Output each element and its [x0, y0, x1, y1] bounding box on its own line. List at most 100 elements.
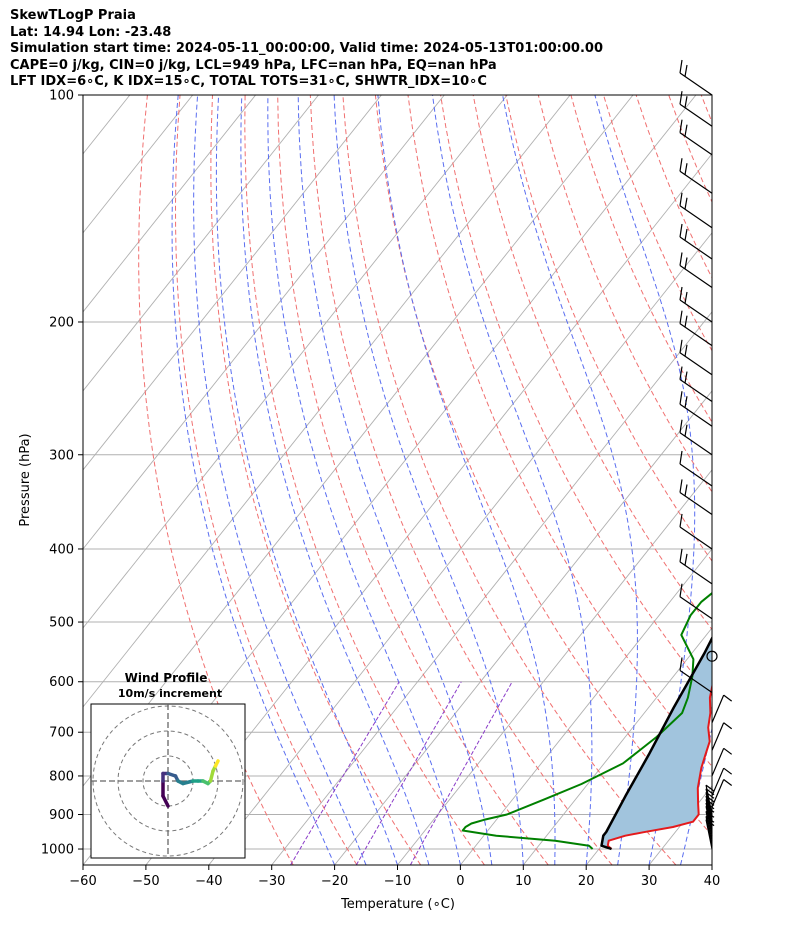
dry-adiabat: [210, 95, 422, 865]
isotherm: [83, 95, 382, 471]
wind-barb: [679, 391, 713, 427]
x-tick-label: 10: [515, 874, 532, 889]
x-tick-label: −40: [195, 874, 222, 889]
isotherm: [208, 232, 712, 865]
x-tick-label: −10: [384, 874, 411, 889]
x-axis-label: Temperature (∘C): [340, 897, 455, 912]
x-tick-label: −20: [321, 874, 348, 889]
wind-barb: [679, 223, 713, 260]
y-axis-label: Pressure (hPa): [18, 433, 33, 526]
dry-adiabat: [342, 95, 677, 865]
moist-adiabat: [502, 95, 638, 865]
x-tick-label: −60: [69, 874, 96, 889]
cape-area: [601, 638, 712, 849]
dry-adiabat: [537, 95, 712, 493]
wind-barb: [679, 450, 713, 487]
dry-adiabat: [244, 95, 485, 865]
moist-adiabat: [297, 95, 493, 865]
axes: −60 −50 −40 −30 −20 −10 0 10 20 30 40 100 200 300 400 5…: [41, 89, 720, 890]
moist-adiabat: [240, 95, 430, 865]
wind-barb: [711, 722, 733, 751]
wind-barb: [679, 119, 713, 156]
hodograph-segment: [213, 759, 220, 768]
cape-line: CAPE=0 j/kg, CIN=0 j/kg, LCL=949 hPa, LF…: [10, 57, 497, 73]
y-tick-label: 600: [49, 675, 74, 690]
y-tick-label: 1000: [41, 843, 74, 858]
dry-adiabat: [570, 95, 712, 424]
wind-barb: [679, 59, 713, 96]
wind-barb: [679, 192, 713, 229]
isotherm: [83, 95, 194, 234]
dewpoint-line: [461, 591, 712, 850]
isotherm: [397, 469, 712, 865]
wind-barb: [711, 767, 733, 797]
wind-barb: [711, 694, 733, 723]
dry-adiabat: [734, 95, 794, 865]
dry-adiabat: [138, 95, 294, 865]
isotherm: [334, 390, 712, 865]
x-tick-label: −50: [132, 874, 159, 889]
isotherm: [83, 95, 445, 550]
y-tick-label: 400: [49, 542, 74, 557]
wind-barb: [679, 583, 713, 620]
moist-adiabat: [215, 95, 398, 865]
cape-fill: [601, 638, 712, 849]
y-tick-label: 900: [49, 808, 74, 823]
time-line: Simulation start time: 2024-05-11_00:00:…: [10, 41, 603, 56]
isotherm: [83, 95, 508, 629]
mixing-ratio-line: [290, 681, 400, 865]
temperature-line: [606, 682, 712, 850]
dry-adiabat: [174, 95, 358, 865]
x-tick-label: 20: [578, 874, 595, 889]
wind-barbs: [679, 59, 733, 850]
wind-barb: [705, 815, 715, 846]
wind-barb: [705, 810, 715, 841]
wind-barb: [679, 419, 713, 456]
dry-adiabat: [505, 95, 712, 562]
parcel-line: [600, 635, 712, 851]
hodograph-subtitle: 10m/s increment: [118, 687, 222, 700]
wind-barb: [679, 158, 713, 194]
y-tick-label: 100: [49, 89, 74, 104]
adiabats: [138, 95, 794, 865]
moist-adiabat: [377, 95, 556, 865]
isotherm: [83, 95, 319, 392]
isotherm: [271, 311, 712, 865]
dry-adiabat: [440, 95, 712, 699]
wind-barb: [679, 513, 713, 550]
y-tick-label: 200: [49, 315, 74, 330]
moist-adiabat: [594, 95, 696, 865]
moist-adiabat: [171, 95, 336, 865]
dry-adiabat: [407, 95, 712, 768]
dry-adiabat: [700, 95, 712, 124]
moist-adiabat: [193, 95, 367, 865]
wind-barb: [679, 657, 713, 693]
y-tick-label: 500: [49, 616, 74, 631]
mixing-ratio-line: [355, 681, 462, 865]
location-line: Lat: 14.94 Lon: -23.48: [10, 24, 172, 40]
dry-adiabat: [277, 95, 549, 865]
profiles: [461, 591, 712, 851]
x-tick-label: 30: [641, 874, 658, 889]
y-tick-label: 300: [49, 448, 74, 463]
isotherm: [83, 95, 256, 313]
dry-adiabat: [766, 95, 794, 865]
wind-barb: [711, 747, 733, 777]
isotherm: [0, 95, 67, 865]
wind-barb: [705, 819, 715, 850]
hodograph-segment: [161, 794, 170, 808]
index-line: LFT IDX=6∘C, K IDX=15∘C, TOTAL TOTS=31∘C…: [10, 74, 487, 89]
dry-adiabat: [309, 95, 613, 865]
wind-barb: [679, 252, 713, 288]
moist-adiabat: [267, 95, 461, 865]
isotherm: [460, 548, 712, 865]
wind-barb: [705, 805, 715, 836]
isotherm: [145, 153, 712, 865]
isotherm: [83, 95, 571, 708]
wind-barb: [711, 779, 733, 808]
wind-barb: [679, 366, 713, 403]
wind-barb: [679, 548, 713, 585]
y-tick-label: 800: [49, 769, 74, 784]
hodograph-title: Wind Profile: [125, 671, 208, 685]
